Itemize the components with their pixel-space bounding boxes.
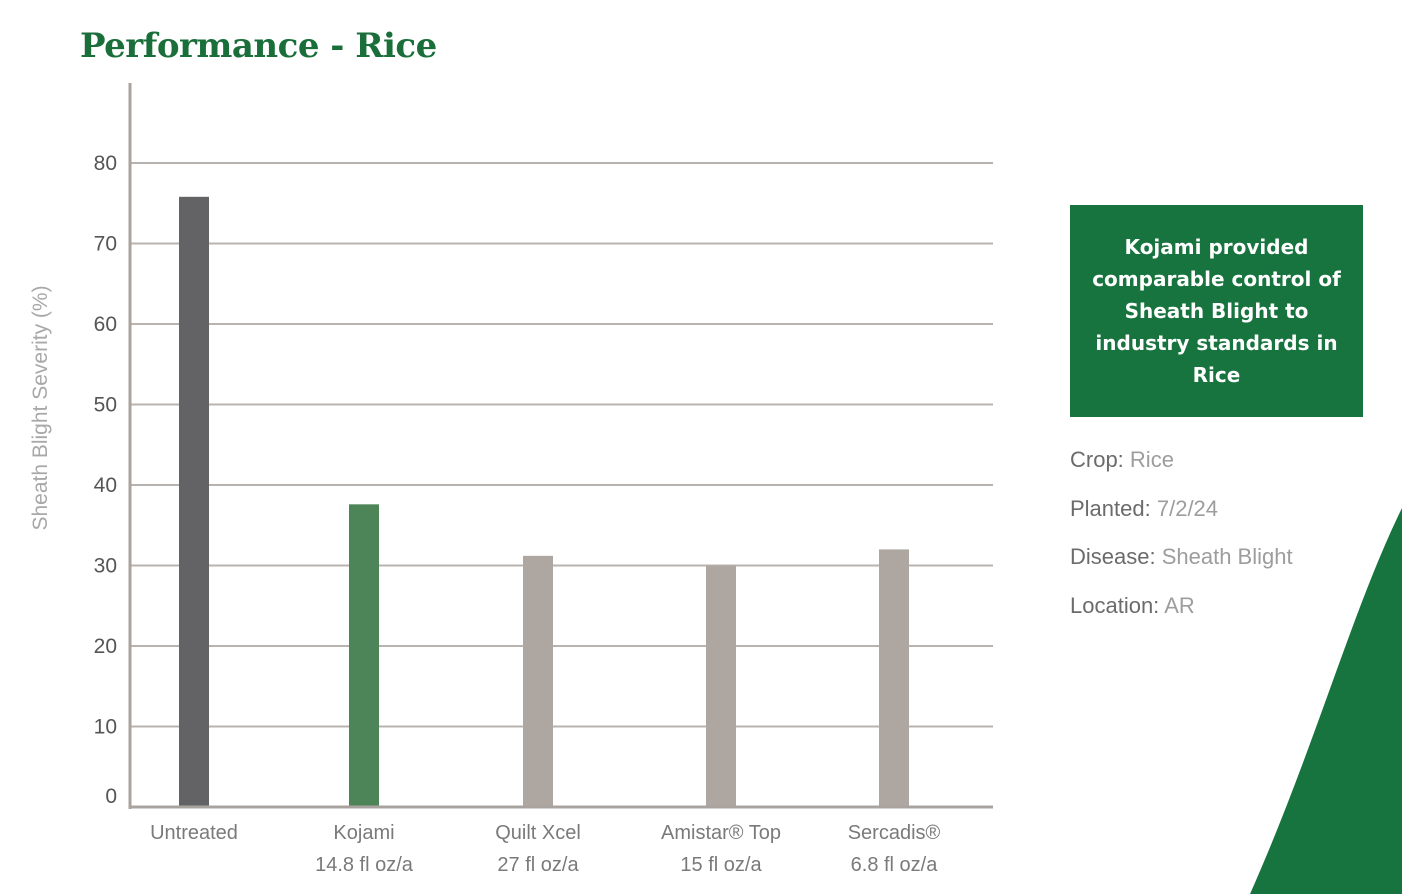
y-tick-label: 10 (94, 716, 117, 739)
chart-title: Performance - Rice (80, 26, 437, 66)
category-label: Kojami (333, 822, 394, 844)
info-disease-value: Sheath Blight (1161, 544, 1293, 569)
info-crop-key: Crop: (1070, 447, 1124, 472)
y-tick-label: 20 (94, 635, 117, 658)
info-location-value: AR (1164, 592, 1195, 618)
y-tick-label: 80 (94, 152, 117, 175)
y-axis-label: Sheath Blight Severity (%) (29, 285, 52, 530)
bar (523, 555, 553, 807)
callout-text: Kojami provided comparable control of Sh… (1092, 235, 1341, 387)
category-label: Amistar® Top (661, 822, 781, 844)
category-label: 27 fl oz/a (497, 854, 579, 876)
category-label: Sercadis® (848, 822, 941, 844)
bar (706, 565, 736, 807)
trial-info-list: Crop: Rice Planted: 7/2/24 Disease: Shea… (1070, 442, 1293, 636)
category-label: 14.8 fl oz/a (315, 854, 414, 876)
bar (179, 196, 209, 807)
bar (879, 549, 909, 807)
info-crop-value: Rice (1129, 447, 1174, 472)
info-disease: Disease: Sheath Blight (1070, 539, 1293, 588)
y-tick-label: 50 (94, 394, 117, 417)
info-planted-value: 7/2/24 (1156, 495, 1219, 521)
decorative-swoosh (1250, 508, 1402, 894)
bar (349, 504, 379, 807)
category-label: 15 fl oz/a (680, 854, 762, 876)
category-label: Quilt Xcel (495, 822, 581, 844)
y-tick-label: 60 (94, 313, 117, 336)
category-label: Untreated (150, 822, 238, 844)
info-location: Location: AR (1070, 588, 1293, 637)
info-crop: Crop: Rice (1070, 442, 1293, 491)
info-planted: Planted: 7/2/24 (1070, 491, 1293, 540)
category-label: 6.8 fl oz/a (851, 854, 939, 876)
info-disease-key: Disease: (1070, 544, 1156, 569)
swoosh-shape (1250, 508, 1402, 894)
y-tick-label: 30 (94, 555, 117, 578)
info-planted-key: Planted: (1070, 495, 1151, 521)
y-tick-label: 70 (94, 233, 117, 256)
info-location-key: Location: (1070, 592, 1160, 618)
y-tick-label: 40 (94, 474, 117, 497)
bar-chart: 0 10 20 30 40 50 60 70 80 Untreated Kojami 14.8 fl … (29, 83, 993, 876)
callout-box: Kojami provided comparable control of Sh… (1070, 205, 1363, 417)
y-tick-label: 0 (105, 785, 117, 808)
